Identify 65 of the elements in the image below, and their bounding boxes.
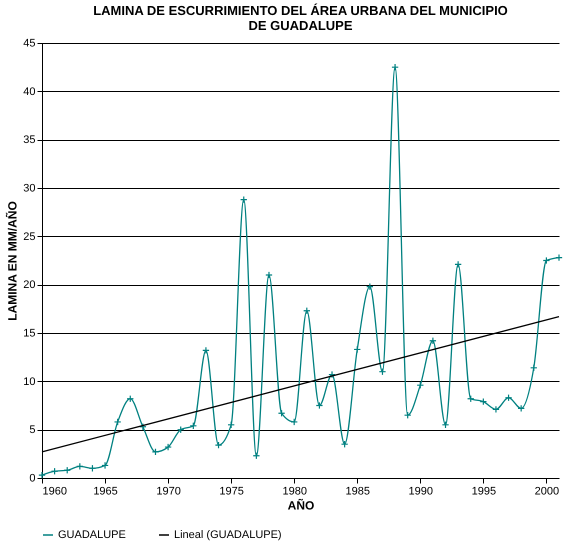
y-axis-title: LAMINA EN MM/AÑO [5, 201, 20, 321]
x-tick-label: 1970 [156, 486, 181, 498]
x-tick-label: 1975 [219, 486, 244, 498]
text: DE GUADALUPE [248, 18, 353, 33]
point [303, 307, 311, 315]
point [517, 404, 525, 412]
y-tick-label: 35 [23, 134, 36, 146]
point [252, 452, 260, 460]
y-tick-label: 15 [23, 328, 36, 340]
point [101, 462, 109, 470]
y-tick-label: 40 [23, 86, 36, 98]
point [176, 426, 184, 434]
x-tick-label: 1960 [42, 486, 67, 498]
x-tick-label: 2000 [534, 486, 560, 498]
point [542, 256, 550, 264]
y-tick-label: 45 [23, 38, 36, 50]
point [152, 448, 160, 456]
point [240, 196, 248, 204]
point [126, 394, 134, 402]
point [114, 418, 122, 426]
point [76, 462, 84, 470]
x-axis-title: AÑO [288, 498, 314, 512]
point [265, 271, 273, 279]
point [454, 260, 462, 268]
point [404, 411, 412, 419]
point [50, 467, 58, 475]
point [328, 370, 336, 378]
point [227, 421, 235, 429]
point [416, 381, 424, 389]
point [353, 346, 362, 354]
x-tick-label: 1995 [472, 486, 496, 498]
y-tick-label: 20 [23, 279, 36, 292]
y-tick-label: 25 [23, 230, 36, 243]
point [316, 402, 324, 410]
point [190, 422, 198, 430]
point [139, 423, 147, 431]
point [391, 63, 399, 71]
legend-label: GUADALUPE [58, 529, 126, 541]
point [340, 440, 348, 448]
y-tick-label: 5 [29, 424, 36, 436]
point [466, 394, 474, 402]
point [480, 398, 488, 406]
point [164, 443, 172, 451]
point [492, 406, 500, 414]
point [88, 464, 96, 472]
x-tick-label: 1985 [346, 486, 370, 498]
point [442, 421, 450, 429]
y-tick-label: 10 [23, 376, 36, 388]
point [290, 418, 298, 426]
x-tick-label: 1980 [282, 486, 307, 498]
point [214, 441, 222, 449]
legend-label: Lineal (GUADALUPE) [174, 529, 282, 541]
point [278, 409, 286, 417]
y-tick-label: 30 [23, 182, 36, 194]
point [378, 368, 386, 376]
y-tick-label: 0 [29, 472, 36, 484]
point [63, 466, 71, 474]
x-tick-label: 1965 [93, 486, 118, 498]
text: LAMINA DE ESCURRIMIENTO DEL ÁREA URBANA DEL MUNICIPIO [93, 3, 508, 18]
x-tick-label: 1990 [408, 486, 434, 498]
point [366, 282, 374, 290]
point [429, 336, 437, 344]
point [530, 364, 538, 372]
point [504, 394, 512, 402]
point [202, 346, 210, 354]
